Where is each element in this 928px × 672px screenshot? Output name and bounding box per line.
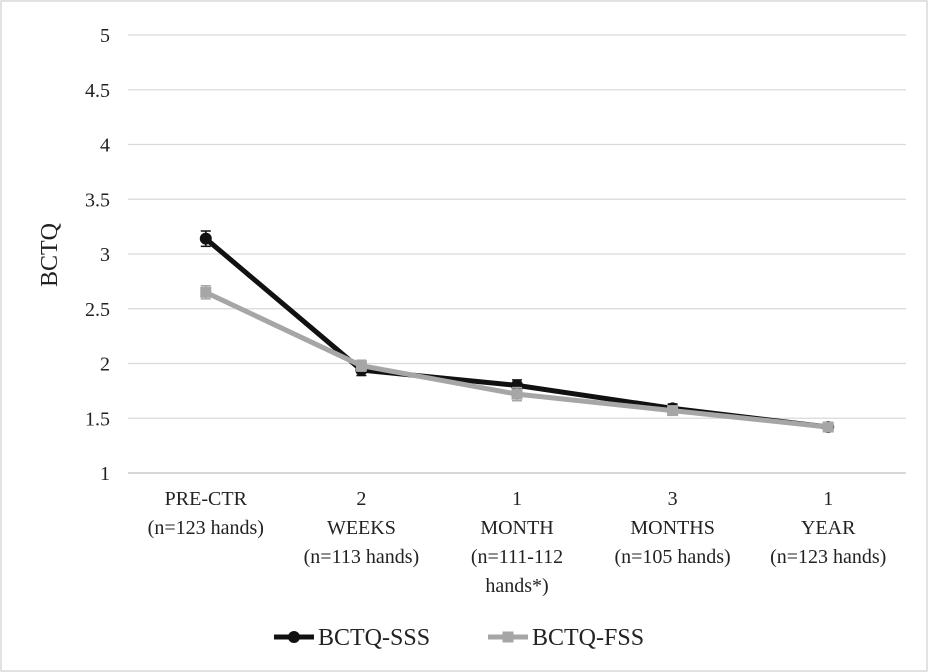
x-category-line: (n=123 hands): [770, 546, 886, 568]
x-category-label: 2 WEEKS (n=113 hands): [304, 488, 420, 568]
y-tick-label: 3.5: [85, 189, 110, 211]
x-category-line: MONTHS: [630, 517, 714, 539]
y-tick-label: 2: [100, 354, 110, 376]
series-group: [199, 230, 835, 434]
x-category-line: MONTH: [480, 517, 553, 539]
legend-item: BCTQ-FSS: [488, 625, 644, 651]
data-point: [822, 421, 834, 433]
legend-marker: [502, 631, 514, 643]
y-tick-label: 4: [100, 135, 110, 157]
x-category-line: 1: [823, 488, 833, 510]
legend: BCTQ-SSS BCTQ-FSS: [274, 625, 644, 651]
series-bctq-fss: [200, 285, 834, 433]
data-point: [511, 379, 523, 392]
x-category-line: WEEKS: [327, 517, 396, 539]
x-category-label: PRE-CTR (n=123 hands): [148, 488, 264, 539]
legend-item: BCTQ-SSS: [274, 625, 430, 651]
x-category-line: hands*): [485, 575, 548, 597]
data-point: [667, 405, 679, 417]
x-category-line: (n=105 hands): [614, 546, 730, 568]
x-category-label: 1 MONTH (n=111-112 hands*): [471, 488, 563, 597]
x-category-line: 3: [668, 488, 678, 510]
x-category-line: (n=111-112: [471, 546, 563, 568]
x-axis-categories: PRE-CTR (n=123 hands) 2 WEEKS (n=113 hands) 1…: [148, 488, 887, 597]
y-axis-ticks: 1 1.5 2 2.5 3 3.5 4 4.5 5: [85, 25, 110, 485]
data-point: [200, 286, 212, 298]
y-tick-label: 3: [100, 244, 110, 266]
data-point: [511, 388, 523, 400]
x-category-label: 3 MONTHS (n=105 hands): [614, 488, 730, 568]
x-category-label: 1 YEAR (n=123 hands): [770, 488, 886, 568]
legend-label: BCTQ-SSS: [318, 625, 430, 651]
data-point: [199, 232, 212, 245]
x-category-line: (n=123 hands): [148, 517, 264, 539]
y-tick-label: 1: [100, 463, 110, 485]
y-tick-label: 1.5: [85, 408, 110, 430]
x-category-line: 1: [512, 488, 522, 510]
data-point: [355, 360, 367, 372]
gridlines: [128, 34, 906, 474]
x-category-line: YEAR: [801, 517, 856, 539]
y-tick-label: 4.5: [85, 80, 110, 102]
legend-marker: [288, 631, 300, 643]
x-category-line: PRE-CTR: [165, 488, 248, 510]
y-axis-title: BCTQ: [37, 223, 63, 287]
y-tick-label: 2.5: [85, 299, 110, 321]
y-tick-label: 5: [100, 25, 110, 47]
legend-label: BCTQ-FSS: [532, 625, 644, 651]
x-category-line: (n=113 hands): [304, 546, 420, 568]
x-category-line: 2: [356, 488, 366, 510]
